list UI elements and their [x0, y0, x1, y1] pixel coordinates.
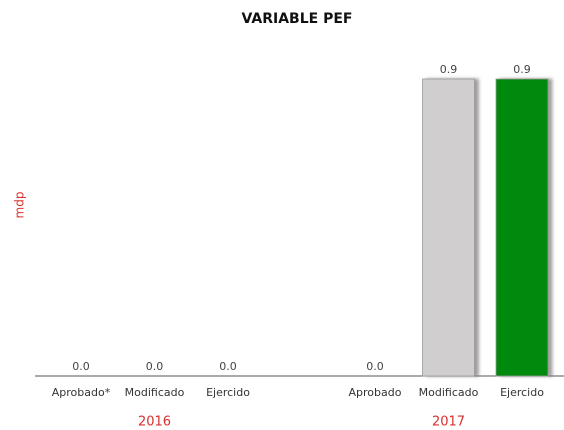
value-label: 0.0 [366, 360, 384, 373]
group-label: 2017 [432, 415, 465, 430]
value-label: 0.0 [72, 360, 90, 373]
bar [495, 78, 549, 377]
value-label: 0.0 [219, 360, 237, 373]
x-tick-label: Aprobado [349, 386, 402, 399]
x-tick-label: Ejercido [206, 386, 250, 399]
x-tick-label: Ejercido [500, 386, 544, 399]
group-label: 2016 [138, 415, 171, 430]
value-label: 0.9 [440, 63, 458, 76]
y-axis-label: mdp [13, 192, 27, 219]
value-label: 0.0 [146, 360, 164, 373]
x-tick-label: Aprobado* [52, 386, 111, 399]
value-label: 0.9 [513, 63, 531, 76]
bar [422, 78, 475, 377]
chart-title: VARIABLE PEF [242, 11, 353, 27]
x-tick-label: Modificado [419, 386, 479, 399]
x-tick-label: Modificado [125, 386, 185, 399]
